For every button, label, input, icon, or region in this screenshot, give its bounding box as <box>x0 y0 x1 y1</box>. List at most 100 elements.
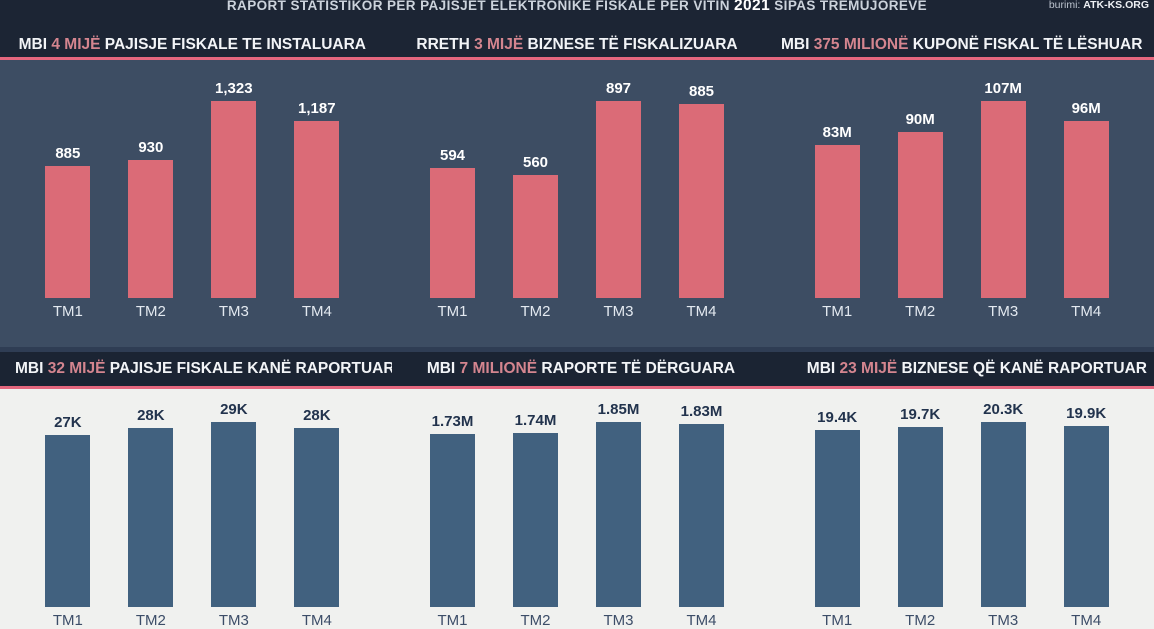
top-charts-row: 885 TM1 930 TM2 1,323 TM3 1,187 TM4 594 … <box>0 60 1154 347</box>
bar <box>596 101 641 298</box>
bar-value-label: 19.4K <box>817 409 858 426</box>
bar <box>128 160 174 298</box>
bottom-header-divider <box>0 386 1154 389</box>
chart-title-prefix: MBI <box>18 36 52 53</box>
bar-group-pajisje-raportuar-tm4: 28K TM4 <box>294 407 340 629</box>
bar-value-label: 90M <box>905 111 935 128</box>
bar-chart-pajisje-raportuar: 27K TM1 28K TM2 29K TM3 28K TM4 <box>0 389 385 629</box>
bar <box>1063 426 1109 607</box>
category-label: TM4 <box>301 612 332 629</box>
chart-title-accent: 23 MIJË <box>839 360 898 377</box>
bar <box>211 422 257 607</box>
chart-title-prefix: MBI <box>806 360 840 377</box>
bar <box>897 132 943 298</box>
bar <box>45 166 91 298</box>
bar-value-label: 1,187 <box>298 100 336 117</box>
bar <box>897 427 943 607</box>
category-label: TM1 <box>822 303 853 320</box>
bar-group-biznese-fiskalizuara-tm3: 897 TM3 <box>596 80 641 320</box>
bar-group-pajisje-instaluara-tm4: 1,187 TM4 <box>294 100 340 320</box>
bar-value-label: 885 <box>688 83 715 100</box>
bar <box>430 434 475 607</box>
bar <box>980 101 1026 298</box>
category-label: TM2 <box>135 303 166 320</box>
bar-group-biznese-raportuar-tm2: 19.7K TM2 <box>897 406 943 629</box>
bar-value-label: 19.9K <box>1066 405 1107 422</box>
bar-value-label: 107M <box>984 80 1022 97</box>
bar-group-biznese-raportuar-tm3: 20.3K TM3 <box>980 401 1026 629</box>
source-label: burimi: <box>1048 0 1084 11</box>
chart-title-suffix: BIZNESE QË KANË RAPORTUAR <box>897 360 1147 377</box>
chart-title-accent: 375 MILIONË <box>813 36 909 53</box>
bar-value-label: 28K <box>137 407 165 424</box>
bar-value-label: 29K <box>220 401 248 418</box>
top-chart-titles-row: MBI 4 MIJË PAJISJE FISKALE TE INSTALUARA… <box>0 32 1154 57</box>
chart-title-suffix: RAPORTE TË DËRGUARA <box>537 360 736 377</box>
category-label: TM3 <box>218 612 249 629</box>
chart-title-accent: 32 MIJË <box>47 360 106 377</box>
chart-title-prefix: MBI <box>426 360 460 377</box>
bar-group-biznese-fiskalizuara-tm1: 594 TM1 <box>430 147 475 320</box>
bottom-chart-titles-row: MBI 32 MIJË PAJISJE FISKALE KANË RAPORTU… <box>0 352 1154 386</box>
bar-group-pajisje-raportuar-tm3: 29K TM3 <box>211 401 257 629</box>
bar-value-label: 19.7K <box>900 406 941 423</box>
chart-title-suffix: BIZNESE TË FISKALIZUARA <box>523 36 738 53</box>
category-label: TM1 <box>52 303 83 320</box>
bar-value-label: 594 <box>439 147 466 164</box>
bar-value-label: 83M <box>822 124 852 141</box>
bar-value-label: 930 <box>138 139 164 156</box>
chart-title-pajisje-instaluara: MBI 4 MIJË PAJISJE FISKALE TE INSTALUARA <box>0 32 385 57</box>
chart-title-prefix: MBI <box>15 360 48 377</box>
bar-group-pajisje-raportuar-tm1: 27K TM1 <box>45 414 91 629</box>
chart-title-prefix: MBI <box>780 36 814 53</box>
bottom-section-header: MBI 32 MIJË PAJISJE FISKALE KANË RAPORTU… <box>0 347 1154 389</box>
category-label: TM2 <box>905 612 936 629</box>
category-label: TM3 <box>988 612 1019 629</box>
bar <box>294 428 340 607</box>
bar-value-label: 27K <box>54 414 82 431</box>
bar-value-label: 560 <box>522 154 549 171</box>
bar <box>513 433 558 607</box>
chart-title-pajisje-raportuar: MBI 32 MIJË PAJISJE FISKALE KANË RAPORTU… <box>0 352 392 386</box>
category-label: TM4 <box>1071 612 1102 629</box>
category-label: TM4 <box>301 303 332 320</box>
bar-value-label: 897 <box>605 80 632 97</box>
bar-group-pajisje-raportuar-tm2: 28K TM2 <box>128 407 174 629</box>
bar-group-biznese-fiskalizuara-tm4: 885 TM4 <box>679 83 724 320</box>
category-label: TM1 <box>437 612 468 629</box>
category-label: TM3 <box>603 612 634 629</box>
bar-group-biznese-raportuar-tm4: 19.9K TM4 <box>1063 405 1109 629</box>
source-value: ATK-KS.ORG <box>1083 0 1149 11</box>
bar-group-pajisje-instaluara-tm2: 930 TM2 <box>128 139 174 320</box>
report-title-prefix: RAPORT STATISTIKOR PËR PAJISJET ELEKTRON… <box>226 0 735 13</box>
bar-value-label: 885 <box>55 145 81 162</box>
bar-group-raporte-derguara-tm2: 1.74M TM2 <box>513 412 558 629</box>
bar-group-kupone-leshuar-tm2: 90M TM2 <box>897 111 943 320</box>
bar-group-pajisje-instaluara-tm3: 1,323 TM3 <box>211 80 257 320</box>
bar-value-label: 20.3K <box>983 401 1024 418</box>
report-header: RAPORT STATISTIKOR PËR PAJISJET ELEKTRON… <box>0 0 1154 60</box>
bar <box>128 428 174 607</box>
bar-value-label: 28K <box>303 407 331 424</box>
bar <box>1063 121 1109 298</box>
bar-chart-raporte-derguara: 1.73M TM1 1.74M TM2 1.85M TM3 1.83M TM4 <box>385 389 770 629</box>
chart-title-prefix: RRETH <box>416 36 475 53</box>
bar <box>980 422 1026 607</box>
bar-group-raporte-derguara-tm1: 1.73M TM1 <box>430 413 475 629</box>
category-label: TM3 <box>218 303 249 320</box>
bar <box>45 435 91 607</box>
bar <box>211 101 257 298</box>
bar-chart-kupone-leshuar: 83M TM1 90M TM2 107M TM3 96M TM4 <box>769 60 1154 347</box>
title-row: RAPORT STATISTIKOR PËR PAJISJET ELEKTRON… <box>0 0 1154 32</box>
chart-title-accent: 7 MILIONË <box>459 360 538 377</box>
category-label: TM1 <box>52 612 83 629</box>
bar <box>814 145 860 298</box>
category-label: TM3 <box>988 303 1019 320</box>
chart-title-kupone-leshuar: MBI 375 MILIONË KUPONË FISKAL TË LËSHUAR <box>769 32 1154 57</box>
bar-value-label: 1.83M <box>680 403 723 420</box>
bar-group-pajisje-instaluara-tm1: 885 TM1 <box>45 145 91 320</box>
category-label: TM1 <box>437 303 468 320</box>
bar-group-biznese-raportuar-tm1: 19.4K TM1 <box>814 409 860 629</box>
chart-title-suffix: PAJISJE FISKALE TE INSTALUARA <box>100 36 367 53</box>
